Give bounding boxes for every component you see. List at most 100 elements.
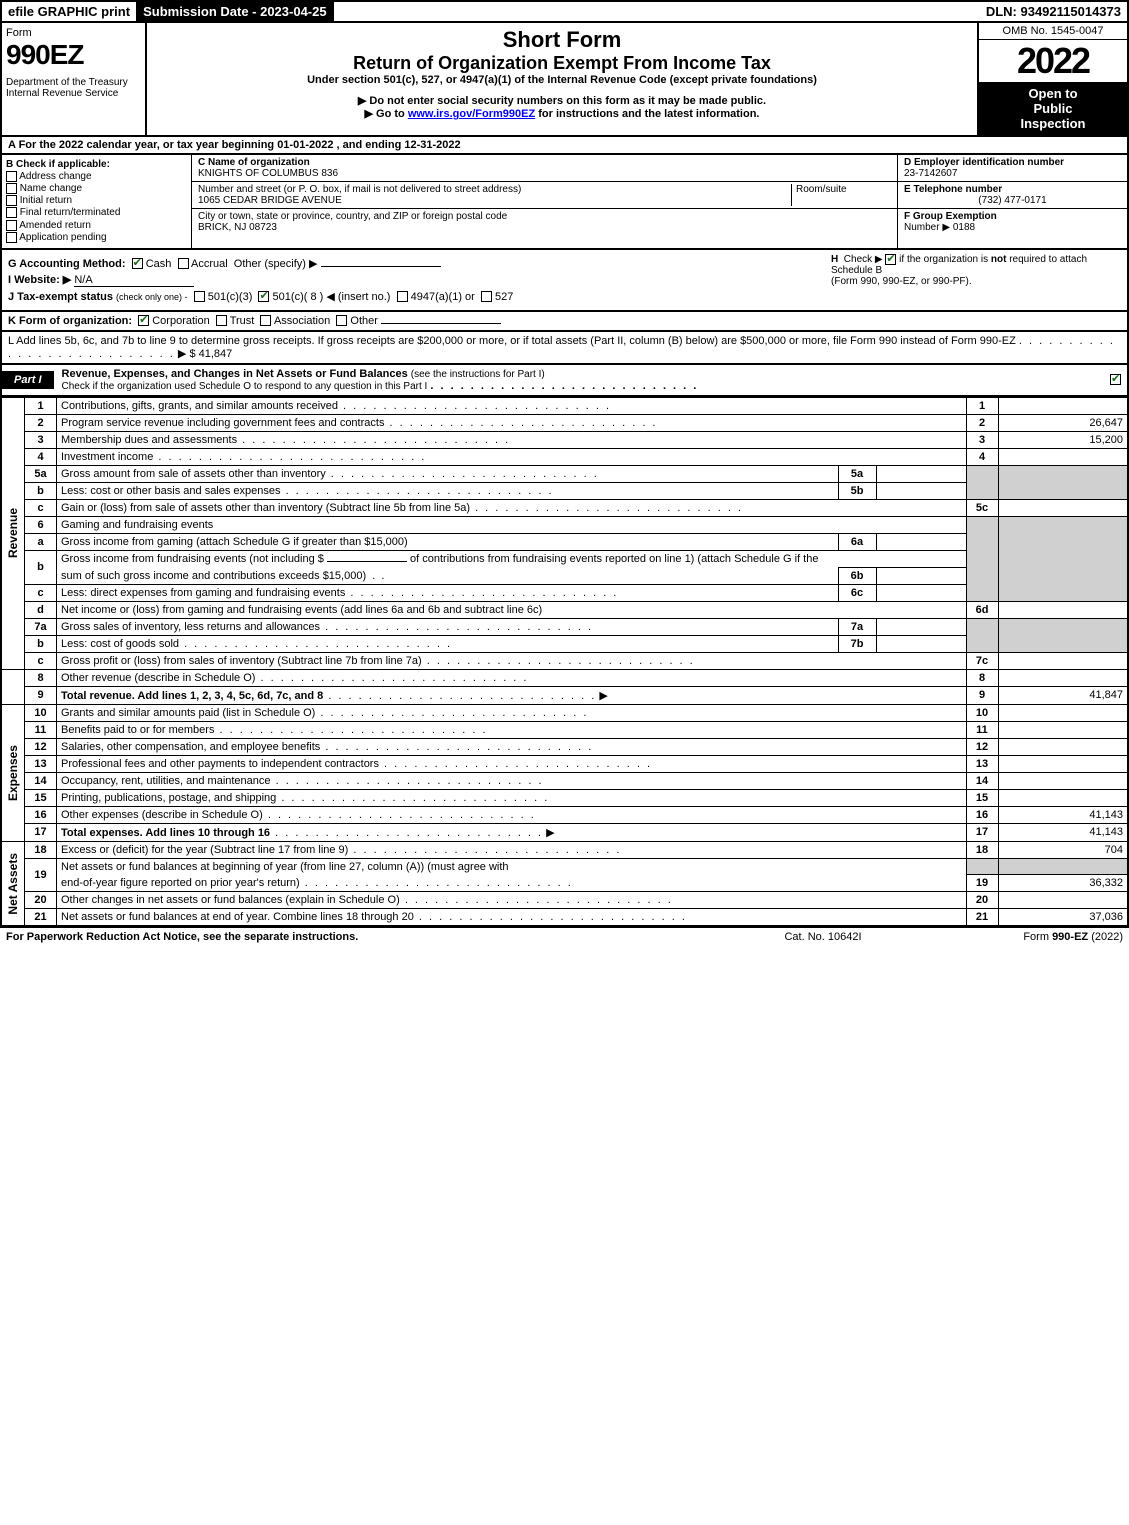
l9-desc: Total revenue. Add lines 1, 2, 3, 4, 5c,… — [57, 686, 967, 704]
l17-desc: Total expenses. Add lines 10 through 16 … — [57, 823, 967, 841]
l5ab-shade — [966, 465, 998, 499]
row-5b: b Less: cost or other basis and sales ex… — [1, 482, 1128, 499]
ein-label: D Employer identification number — [904, 157, 1121, 168]
efile-label: efile GRAPHIC print — [2, 2, 137, 21]
j-501c3: 501(c)(3) — [208, 291, 253, 303]
l7b-inum: 7b — [838, 635, 876, 652]
row-7a: 7a Gross sales of inventory, less return… — [1, 618, 1128, 635]
l5ab-shade-amt — [998, 465, 1128, 499]
l11-desc: Benefits paid to or for members — [57, 721, 967, 738]
row-4: 4 Investment income 4 — [1, 448, 1128, 465]
row-10: Expenses 10 Grants and similar amounts p… — [1, 704, 1128, 721]
l9-rnum: 9 — [966, 686, 998, 704]
l11-num: 11 — [25, 721, 57, 738]
g-accrual-chk — [178, 258, 189, 269]
row-20: 20 Other changes in net assets or fund b… — [1, 892, 1128, 909]
l6-desc: Gaming and fundraising events — [57, 516, 967, 533]
k-other-line — [381, 323, 501, 324]
l16-rnum: 16 — [966, 806, 998, 823]
l4-rnum: 4 — [966, 448, 998, 465]
row-9: 9 Total revenue. Add lines 1, 2, 3, 4, 5… — [1, 686, 1128, 704]
j-4947: 4947(a)(1) or — [411, 291, 475, 303]
footer-right: Form 990-EZ (2022) — [923, 931, 1123, 943]
col-b-title: B Check if applicable: — [6, 159, 187, 170]
l6a-num: a — [25, 533, 57, 550]
k-trust-chk — [216, 315, 227, 326]
g-other-line — [321, 266, 441, 267]
j-501c3-chk — [194, 291, 205, 302]
part1-title: Revenue, Expenses, and Changes in Net As… — [54, 365, 1110, 395]
goto-note: ▶ Go to www.irs.gov/Form990EZ for instru… — [155, 107, 969, 120]
row-14: 14 Occupancy, rent, utilities, and maint… — [1, 772, 1128, 789]
l5c-amt — [998, 499, 1128, 516]
form-word: Form — [6, 27, 141, 39]
l8-rnum: 8 — [966, 669, 998, 686]
l6b-inum: 6b — [838, 567, 876, 584]
l1-desc-text: Contributions, gifts, grants, and simila… — [61, 400, 338, 412]
section-h: H Check ▶ if the organization is not req… — [831, 254, 1121, 287]
l5a-num: 5a — [25, 465, 57, 482]
k-corp-chk — [138, 315, 149, 326]
l7ab-shade — [966, 618, 998, 652]
l10-amt — [998, 704, 1128, 721]
l18-num: 18 — [25, 841, 57, 858]
l6b-desc1-text: Gross income from fundraising events (no… — [61, 553, 324, 565]
j-4947-chk — [397, 291, 408, 302]
l3-desc-text: Membership dues and assessments — [61, 434, 237, 446]
l19-rnum: 19 — [966, 875, 998, 892]
l21-rnum: 21 — [966, 909, 998, 927]
l6-num: 6 — [25, 516, 57, 533]
j-501c-chk — [258, 291, 269, 302]
l5c-desc: Gain or (loss) from sale of assets other… — [57, 499, 967, 516]
l17-amt: 41,143 — [998, 823, 1128, 841]
group-exemption-block: F Group Exemption Number ▶ 0188 — [898, 209, 1127, 235]
chk-final-label: Final return/terminated — [20, 208, 121, 219]
side-expenses: Expenses — [1, 704, 25, 841]
l2-num: 2 — [25, 414, 57, 431]
chk-amended: Amended return — [6, 220, 187, 231]
row-12: 12 Salaries, other compensation, and emp… — [1, 738, 1128, 755]
city-label: City or town, state or province, country… — [198, 211, 891, 222]
l6d-amt — [998, 601, 1128, 618]
l21-num: 21 — [25, 909, 57, 927]
side-revenue-text: Revenue — [6, 504, 20, 562]
ein-value: 23-7142607 — [904, 168, 1121, 179]
l15-amt — [998, 789, 1128, 806]
l10-num: 10 — [25, 704, 57, 721]
group-label: F Group Exemption — [904, 211, 997, 222]
part1-tag: Part I — [2, 371, 54, 389]
l6c-desc-text: Less: direct expenses from gaming and fu… — [61, 587, 345, 599]
l2-desc-text: Program service revenue including govern… — [61, 417, 384, 429]
l18-rnum: 18 — [966, 841, 998, 858]
l16-num: 16 — [25, 806, 57, 823]
l3-desc: Membership dues and assessments — [57, 431, 967, 448]
l19-shade-amt — [998, 858, 1128, 875]
chk-name-label: Name change — [20, 183, 82, 194]
l-arrow: ▶ $ — [178, 348, 196, 360]
irs-link[interactable]: www.irs.gov/Form990EZ — [408, 108, 535, 120]
part1-sub: (see the instructions for Part I) — [411, 369, 545, 380]
l17-desc-text: Total expenses. Add lines 10 through 16 — [61, 827, 270, 839]
l6a-inum: 6a — [838, 533, 876, 550]
badge-line1: Open to — [983, 86, 1123, 101]
l5a-desc-text: Gross amount from sale of assets other t… — [61, 468, 326, 480]
l6a-ival — [876, 533, 966, 550]
l2-desc: Program service revenue including govern… — [57, 414, 967, 431]
org-name-row: C Name of organization KNIGHTS OF COLUMB… — [192, 155, 897, 182]
l17-num: 17 — [25, 823, 57, 841]
chk-pending: Application pending — [6, 232, 187, 243]
l13-num: 13 — [25, 755, 57, 772]
row-19a: 19 Net assets or fund balances at beginn… — [1, 858, 1128, 875]
k-other: Other — [350, 315, 378, 327]
l7a-desc: Gross sales of inventory, less returns a… — [57, 618, 839, 635]
l17-rnum: 17 — [966, 823, 998, 841]
l7c-rnum: 7c — [966, 652, 998, 669]
goto-post: for instructions and the latest informat… — [535, 108, 759, 120]
column-c: C Name of organization KNIGHTS OF COLUMB… — [192, 155, 897, 248]
footer-form-pre: Form — [1023, 931, 1052, 943]
side-blank1 — [1, 669, 25, 704]
j-527: 527 — [495, 291, 513, 303]
part1-dots — [430, 380, 698, 392]
form-title: Short Form — [155, 27, 969, 53]
l-value: 41,847 — [199, 348, 233, 360]
